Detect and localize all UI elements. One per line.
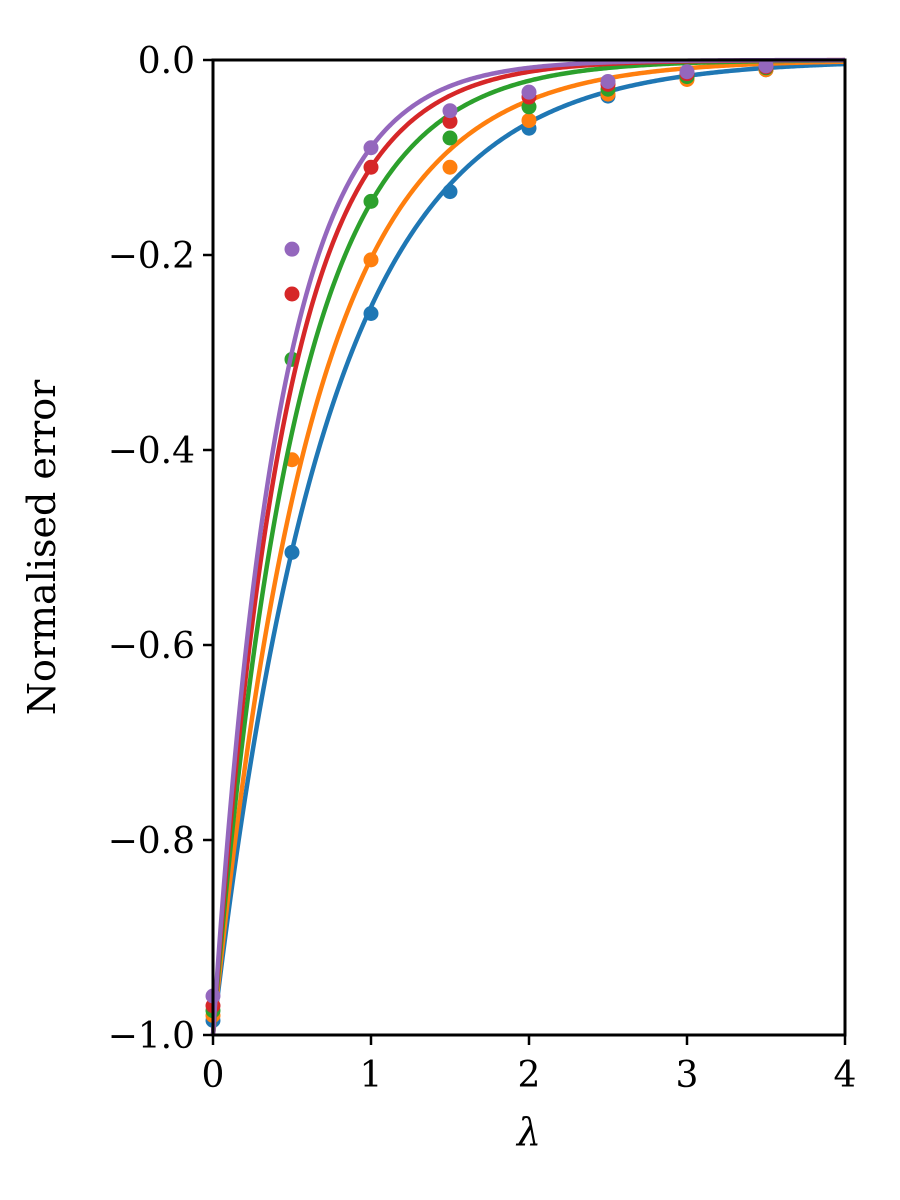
y-tick-label: −1.0 bbox=[108, 1016, 195, 1057]
data-point bbox=[363, 159, 379, 175]
data-point bbox=[600, 73, 616, 89]
data-point bbox=[363, 306, 379, 321]
data-point bbox=[758, 58, 774, 74]
x-tick-label: 2 bbox=[518, 1055, 541, 1096]
data-point bbox=[363, 193, 379, 209]
series-line bbox=[210, 59, 846, 1036]
data-point bbox=[521, 84, 537, 100]
data-point bbox=[284, 286, 300, 302]
x-tick-label: 1 bbox=[360, 1055, 383, 1096]
x-ticks: 0 1 2 3 4 bbox=[202, 1035, 857, 1096]
series-group bbox=[205, 57, 846, 1036]
x-axis-label: λ bbox=[515, 1110, 541, 1154]
series-1 bbox=[205, 61, 846, 1036]
data-point bbox=[284, 544, 300, 560]
data-point bbox=[442, 130, 458, 146]
y-ticks: 0.0 −0.2 −0.4 −0.6 −0.8 −1.0 bbox=[108, 41, 213, 1057]
series-line bbox=[210, 61, 846, 1036]
data-point bbox=[442, 159, 458, 175]
x-tick-label: 3 bbox=[676, 1055, 699, 1096]
series-4 bbox=[205, 57, 846, 1036]
data-point bbox=[521, 112, 537, 128]
series-line bbox=[210, 58, 846, 1036]
y-tick-label: −0.4 bbox=[108, 431, 195, 472]
data-point bbox=[442, 184, 458, 200]
data-point bbox=[363, 252, 379, 268]
y-tick-label: −0.6 bbox=[108, 626, 195, 667]
data-point bbox=[284, 241, 300, 257]
series-line bbox=[210, 57, 846, 1036]
data-point bbox=[442, 113, 458, 129]
y-tick-label: −0.8 bbox=[108, 821, 195, 862]
x-tick-label: 4 bbox=[834, 1055, 857, 1096]
data-point bbox=[442, 103, 458, 119]
axes-frame bbox=[211, 58, 847, 1037]
series-line bbox=[210, 57, 846, 1036]
series-3 bbox=[205, 58, 846, 1036]
series-2 bbox=[205, 59, 846, 1036]
y-tick-label: 0.0 bbox=[138, 41, 195, 82]
data-point bbox=[363, 140, 379, 156]
data-point bbox=[679, 64, 695, 80]
x-tick-label: 0 bbox=[202, 1055, 225, 1096]
y-tick-label: −0.2 bbox=[108, 236, 195, 277]
y-axis-label: Normalised error bbox=[20, 379, 64, 715]
series-5 bbox=[205, 57, 846, 1036]
